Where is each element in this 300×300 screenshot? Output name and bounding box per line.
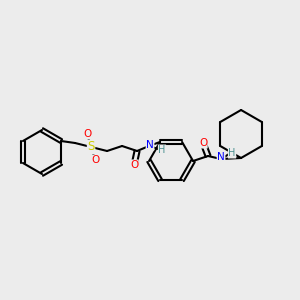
Text: O: O [83,129,91,139]
Text: N: N [146,140,154,150]
Text: O: O [199,138,207,148]
Text: O: O [130,160,138,170]
Text: O: O [91,155,99,165]
Text: N: N [217,152,225,162]
Text: H: H [228,148,236,158]
Text: H: H [158,145,166,155]
Text: S: S [87,140,95,154]
